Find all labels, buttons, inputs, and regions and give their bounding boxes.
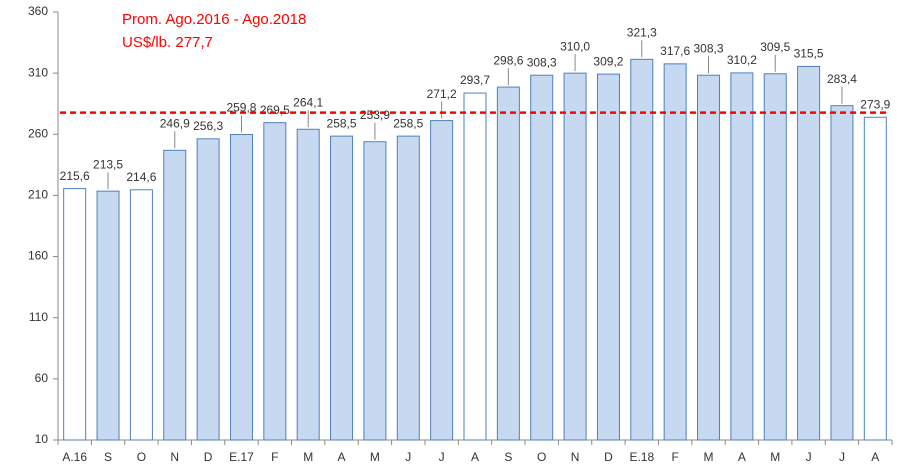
bar (263, 122, 287, 441)
x-tick-label: A (338, 450, 346, 464)
x-tick-label: D (204, 450, 213, 464)
bar (730, 72, 754, 441)
value-label: 253,9 (360, 108, 390, 122)
reference-label: US$/lb. 277,7 (122, 34, 213, 51)
bar (596, 73, 620, 441)
bar (63, 188, 87, 441)
x-tick-label: M (303, 450, 313, 464)
value-label: 283,4 (827, 72, 857, 86)
x-tick-label: A (471, 450, 479, 464)
bar (530, 74, 554, 441)
value-label: 213,5 (93, 157, 123, 171)
value-label: 264,1 (293, 95, 323, 109)
x-tick-label: F (271, 450, 278, 464)
bar (630, 58, 654, 441)
bar (663, 63, 687, 441)
y-tick-label: 110 (29, 310, 48, 324)
y-tick-label: 10 (35, 432, 49, 446)
value-label: 321,3 (627, 25, 657, 39)
value-label: 258,5 (327, 116, 357, 130)
value-label: 273,9 (860, 97, 890, 111)
bar (129, 189, 153, 441)
bar (330, 135, 354, 441)
x-tick-label: F (671, 450, 678, 464)
x-tick-label: O (537, 450, 546, 464)
x-tick-label: N (571, 450, 580, 464)
value-label: 259,8 (226, 101, 256, 115)
value-label: 308,3 (694, 41, 724, 55)
bar (830, 105, 854, 441)
value-label: 298,6 (493, 53, 523, 67)
bar (296, 128, 320, 441)
value-label: 308,3 (527, 55, 557, 69)
bar (797, 65, 821, 441)
bar (463, 92, 487, 441)
bar (430, 120, 454, 441)
bar (229, 134, 253, 441)
value-label: 256,3 (193, 119, 223, 133)
x-tick-label: M (770, 450, 780, 464)
bar (563, 72, 587, 441)
y-tick-label: 210 (28, 188, 48, 202)
y-tick-label: 260 (28, 126, 48, 140)
bar (863, 116, 887, 441)
value-label: 215,6 (60, 169, 90, 183)
y-tick-label: 310 (28, 65, 48, 79)
value-label: 310,2 (727, 53, 757, 67)
y-tick-label: 60 (35, 371, 49, 385)
bar (763, 73, 787, 441)
x-tick-label: M (370, 450, 380, 464)
bar (496, 86, 520, 441)
x-tick-label: M (704, 450, 714, 464)
bar (163, 149, 187, 441)
y-tick-label: 160 (28, 249, 48, 263)
x-tick-label: A (871, 450, 879, 464)
value-label: 258,5 (393, 116, 423, 130)
bar (363, 141, 387, 441)
x-tick-label: J (439, 450, 445, 464)
x-tick-label: N (170, 450, 179, 464)
x-tick-label: E.17 (229, 450, 254, 464)
value-label: 315,5 (794, 47, 824, 61)
x-tick-label: D (604, 450, 613, 464)
x-tick-label: S (104, 450, 112, 464)
x-tick-label: J (405, 450, 411, 464)
value-label: 271,2 (427, 87, 457, 101)
reference-label: Prom. Ago.2016 - Ago.2018 (122, 11, 306, 28)
value-label: 309,5 (760, 40, 790, 54)
x-tick-label: O (137, 450, 146, 464)
y-tick-label: 360 (28, 4, 48, 18)
value-label: 317,6 (660, 44, 690, 58)
bar (96, 190, 120, 441)
x-tick-label: A (738, 450, 746, 464)
bar (697, 74, 721, 441)
value-label: 269,5 (260, 103, 290, 117)
x-tick-label: J (839, 450, 845, 464)
x-tick-label: A.16 (62, 450, 87, 464)
x-tick-label: S (504, 450, 512, 464)
x-tick-label: E.18 (629, 450, 654, 464)
value-label: 246,9 (160, 116, 190, 130)
bar (196, 138, 220, 441)
value-label: 309,2 (593, 54, 623, 68)
value-label: 293,7 (460, 73, 490, 87)
bar (396, 135, 420, 441)
value-label: 214,6 (126, 170, 156, 184)
value-label: 310,0 (560, 39, 590, 53)
x-tick-label: J (806, 450, 812, 464)
